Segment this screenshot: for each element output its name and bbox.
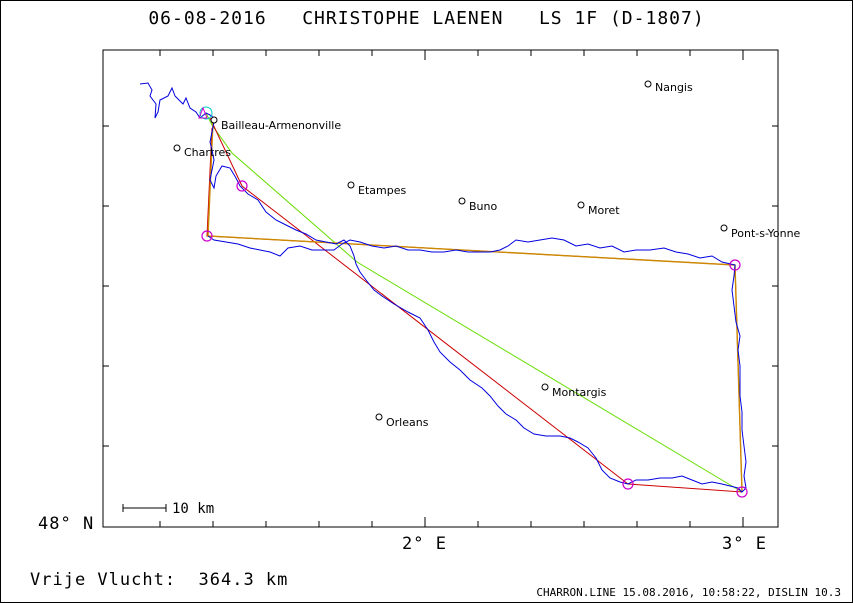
lat-axis-label: 48° N — [38, 514, 95, 534]
place-label-bailleau: Bailleau-Armenonville — [221, 119, 341, 132]
flight-title: 06-08-2016 CHRISTOPHE LAENEN LS 1F (D-18… — [148, 8, 705, 29]
turnpoint-marker — [201, 230, 213, 242]
source-label: CHARRON.LINE 15.08.2016, 10:58:22, DISLI… — [536, 586, 841, 599]
place-label-etampes: Etampes — [358, 184, 406, 197]
place-label-montargis: Montargis — [552, 386, 607, 399]
turnpoint-marker — [736, 486, 748, 498]
left-ticks — [103, 125, 778, 447]
place-label-pont-s-yonne: Pont-s-Yonne — [731, 227, 801, 240]
turnpoint-marker — [622, 478, 634, 490]
place-marker — [210, 116, 218, 124]
gps-track — [139, 82, 747, 493]
bottom-ticks — [159, 50, 744, 527]
place-marker — [541, 383, 549, 391]
place-label-orleans: Orleans — [386, 416, 429, 429]
place-marker — [347, 181, 355, 189]
place-marker — [458, 197, 466, 205]
alternate-route-line — [205, 112, 743, 493]
start-triangle-icon — [198, 106, 208, 119]
distance-label: Vrije Vlucht: 364.3 km — [30, 570, 289, 590]
turnpoints — [201, 180, 748, 498]
place-marker — [720, 224, 728, 232]
lon-axis-label-3e: 3° E — [722, 534, 767, 554]
lon-axis-label-2e: 2° E — [402, 534, 447, 554]
place-label-chartres: Chartres — [184, 146, 231, 159]
start-circle — [199, 106, 213, 120]
turnpoint-marker — [236, 180, 248, 192]
optimised-route-line — [207, 121, 743, 493]
scale-bar: 10 km — [122, 501, 214, 517]
scale-bar-label: 10 km — [172, 501, 214, 517]
place-marker — [577, 201, 585, 209]
place-label-nangis: Nangis — [655, 81, 693, 94]
place-marker — [644, 80, 652, 88]
place-marker — [375, 413, 383, 421]
place-label-moret: Moret — [588, 204, 620, 217]
place-marker — [173, 144, 181, 152]
turnpoint-marker — [729, 259, 741, 271]
places-layer: Nangis Bailleau-Armenonville Chartres Et… — [173, 80, 801, 429]
place-label-buno: Buno — [469, 200, 497, 213]
task-route-line — [206, 117, 743, 493]
plot-border — [102, 49, 779, 528]
